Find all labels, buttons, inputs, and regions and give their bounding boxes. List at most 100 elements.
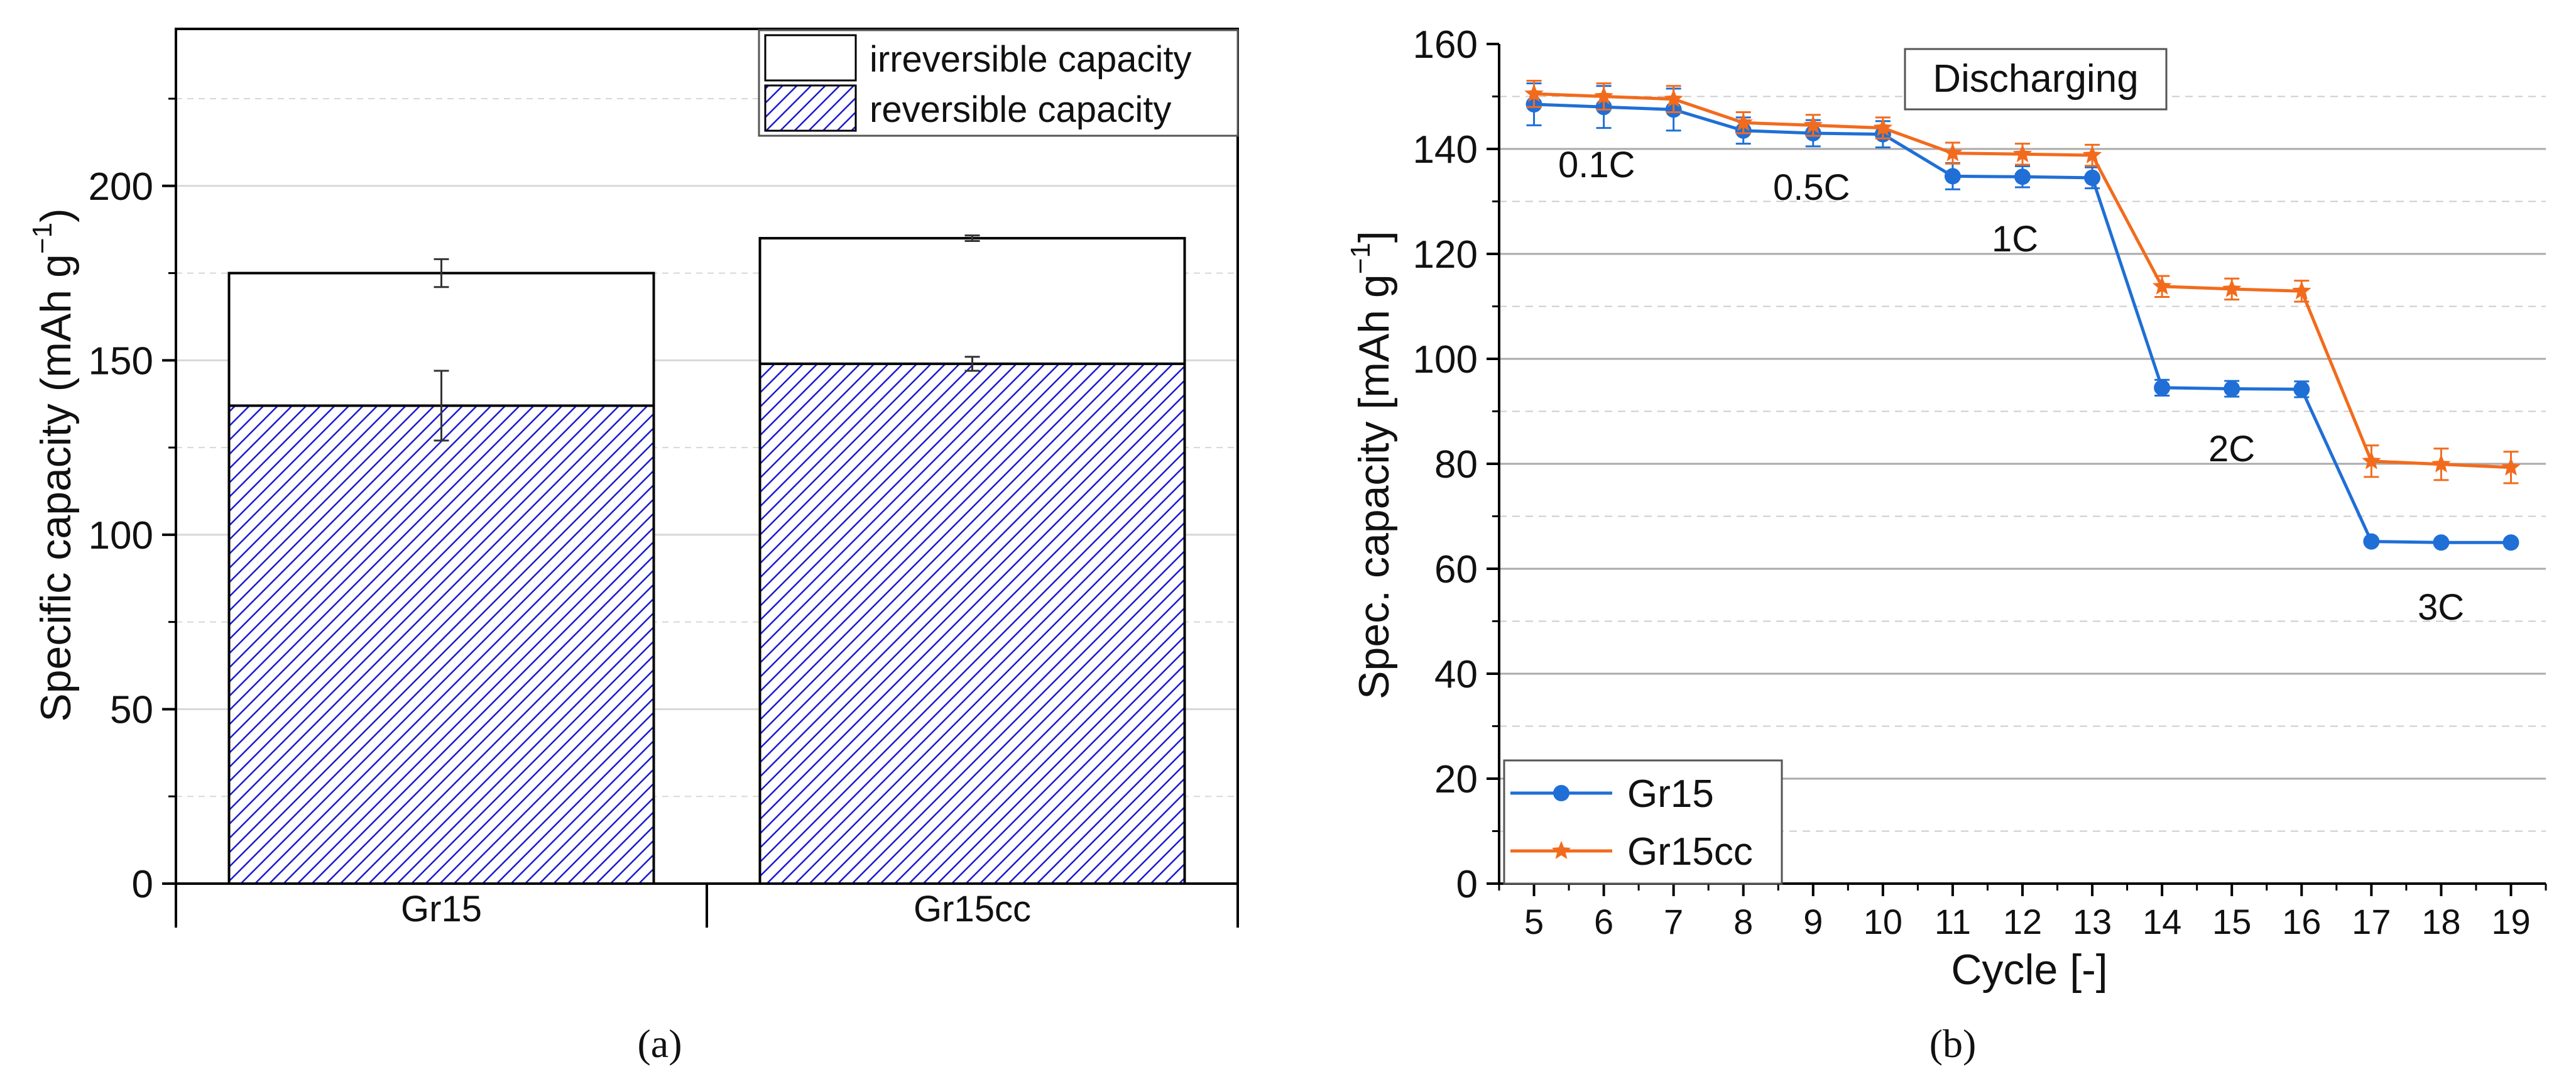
chart-a-y-tick-label: 0	[132, 863, 153, 906]
data-point-gr15cc	[2431, 454, 2451, 473]
chart-b-x-tick-label: 17	[2352, 902, 2391, 941]
data-point-gr15cc	[2501, 457, 2521, 476]
legend-marker-gr15	[1553, 785, 1569, 801]
rate-label-2c: 2C	[2208, 429, 2255, 469]
chart-b-y-axis-label-sup: −1	[1345, 243, 1376, 274]
data-point-gr15cc	[2292, 281, 2311, 300]
legend-label-irreversible: irreversible capacity	[870, 39, 1192, 80]
chart-a-bars	[227, 237, 1186, 885]
chart-a-x-tick-label: Gr15cc	[914, 889, 1031, 929]
bar-reversible-gr15cc	[758, 362, 1186, 885]
chart-b-x-tick-label: 14	[2142, 902, 2181, 941]
rate-label-0-5c: 0.5C	[1773, 167, 1850, 208]
data-point-gr15	[1944, 168, 1961, 185]
data-point-gr15	[2154, 379, 2171, 396]
data-point-gr15cc	[1873, 118, 1893, 136]
chart-b-gridlines	[1499, 96, 2546, 832]
data-point-gr15	[2502, 534, 2519, 551]
chart-b-y-tick-label: 60	[1434, 548, 1478, 591]
legend-label-gr15: Gr15	[1627, 772, 1714, 816]
series-gr15cc	[1524, 79, 2521, 485]
chart-a-error-bars	[434, 234, 980, 442]
data-point-gr15	[2014, 168, 2031, 185]
data-point-gr15cc	[2082, 145, 2102, 163]
chart-a-y-axis-label: Specific capacity (mAh g−1)	[27, 208, 80, 721]
chart-b-x-tick-label: 9	[1803, 902, 1823, 941]
chart-a: 0 50 100 150 200 Gr15 Gr15cc Specific capacit…	[27, 28, 1239, 929]
data-point-gr15cc	[1594, 86, 1613, 105]
chart-b-legend-box	[1503, 759, 1783, 885]
rate-label-0-1c: 0.1C	[1558, 145, 1635, 185]
data-point-gr15	[2293, 381, 2310, 398]
chart-b-y-axis-label: Spec. capacity [mAh g−1]	[1345, 231, 1398, 699]
chart-b-x-tick-label: 7	[1664, 902, 1683, 941]
chart-b-y-tick-labels: 0 20 40 60 80 100 120 140 160	[1413, 23, 1478, 906]
chart-b-x-tick-label: 16	[2282, 902, 2321, 941]
legend-label-gr15cc: Gr15cc	[1627, 830, 1753, 874]
chart-a-x-tick-label: Gr15	[401, 889, 482, 929]
panel-label-a: (a)	[637, 1021, 682, 1066]
data-point-gr15	[2224, 380, 2240, 397]
data-point-gr15cc	[1524, 84, 1544, 102]
legend-swatch-irreversible	[764, 34, 857, 82]
chart-a-y-tick-label: 50	[110, 688, 153, 732]
error-bar-reversible-gr15	[434, 370, 449, 442]
chart-b-x-tick-label: 18	[2421, 902, 2460, 941]
panel-label-b: (b)	[1929, 1021, 1977, 1066]
chart-b-x-axis-label: Cycle [-]	[1951, 946, 2107, 994]
chart-b-y-tick-label: 80	[1434, 443, 1478, 486]
chart-b-x-tick-labels: 5 6 7 8 9 10 11 12 13 14 15 16 17 18 19	[1524, 902, 2531, 941]
legend-label-reversible: reversible capacity	[870, 89, 1171, 130]
data-point-gr15cc	[2362, 451, 2381, 469]
chart-b-x-tick-label: 12	[2003, 902, 2042, 941]
chart-b-x-tick-label: 6	[1594, 902, 1613, 941]
chart-a-legend: irreversible capacity reversible capacit…	[758, 29, 1239, 137]
chart-a-y-tick-labels: 0 50 100 150 200	[89, 165, 153, 906]
chart-a-y-tick-label: 150	[89, 339, 153, 383]
chart-b-y-tick-label: 0	[1456, 863, 1478, 906]
data-point-gr15	[2084, 169, 2101, 186]
bar-reversible-gr15	[227, 404, 655, 885]
chart-b-y-tick-label: 100	[1413, 338, 1478, 381]
data-point-gr15	[2433, 534, 2450, 551]
data-point-gr15	[2363, 533, 2380, 550]
chart-b-x-tick-label: 19	[2491, 902, 2530, 941]
error-bar-irreversible-gr15cc	[964, 234, 980, 243]
chart-b-x-tick-label: 10	[1864, 902, 1902, 941]
error-bar-irreversible-gr15	[434, 258, 449, 288]
data-point-gr15cc	[1664, 89, 1683, 107]
chart-b-title: Discharging	[1933, 57, 2138, 101]
chart-b-y-tick-label: 120	[1413, 233, 1478, 277]
legend-swatch-reversible	[764, 84, 857, 132]
rate-label-1c: 1C	[1992, 219, 2038, 260]
data-point-gr15cc	[2222, 278, 2242, 297]
data-point-gr15cc	[2152, 276, 2172, 295]
chart-a-x-tick-labels: Gr15 Gr15cc	[401, 889, 1031, 929]
chart-a-axes	[162, 28, 1239, 928]
chart-b-x-tick-label: 8	[1733, 902, 1753, 941]
chart-b-series	[1524, 79, 2521, 551]
chart-a-y-tick-label: 200	[89, 165, 153, 209]
chart-b-y-tick-label: 140	[1413, 128, 1478, 172]
chart-b-legend: Gr15 Gr15cc	[1503, 759, 1783, 885]
chart-b-title-box: Discharging	[1904, 48, 2168, 111]
data-point-gr15cc	[1733, 112, 1753, 131]
data-point-gr15cc	[1943, 143, 1963, 162]
error-bar-reversible-gr15cc	[964, 356, 980, 372]
rate-label-3c: 3C	[2418, 587, 2464, 628]
chart-b-y-tick-label: 40	[1434, 653, 1478, 696]
data-point-gr15cc	[1803, 115, 1823, 134]
chart-b-x-tick-label: 11	[1935, 902, 1971, 941]
chart-b-x-tick-label: 5	[1524, 902, 1544, 941]
chart-b-x-tick-label: 15	[2212, 902, 2251, 941]
chart-b-y-tick-label: 160	[1413, 23, 1478, 67]
chart-b: 0 20 40 60 80 100 120 140 160 5 6 7 8 9 10 11 12 13 14 15 1…	[1345, 23, 2547, 994]
legend-marker-gr15cc	[1551, 841, 1571, 859]
chart-a-y-axis-label-sup: −1	[27, 222, 58, 254]
chart-a-y-tick-label: 100	[89, 514, 153, 557]
bar-irreversible-gr15cc	[758, 237, 1186, 365]
chart-b-y-tick-label: 20	[1434, 758, 1478, 801]
chart-b-x-tick-label: 13	[2073, 902, 2112, 941]
data-point-gr15cc	[2012, 144, 2033, 163]
